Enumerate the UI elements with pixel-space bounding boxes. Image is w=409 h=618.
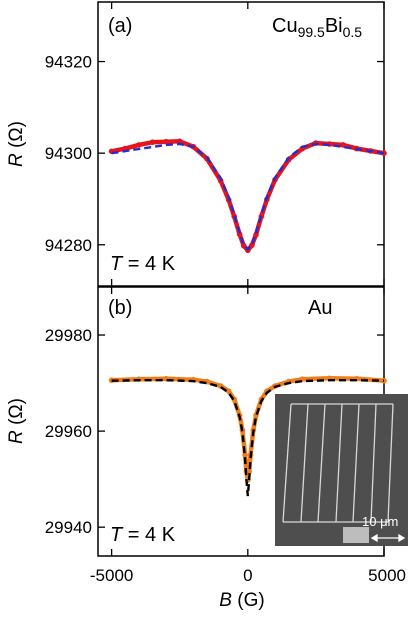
y-tick-label: 29980 [45, 326, 92, 345]
panel-b: 29940 29960 29980 -5000 0 5000 (b) Au T = 4 … [45, 286, 408, 585]
x-axis-var: B [219, 590, 232, 611]
panel-a: 94280 94300 94320 (a) Cu99.5Bi0.5 T = 4 K [45, 1, 387, 287]
panel-b-y-axis-var: R [6, 430, 27, 444]
panel-a-temperature: T = 4 K [110, 253, 176, 275]
panel-a-y-ticks: 94280 94300 94320 [45, 53, 384, 255]
data-point [163, 138, 169, 145]
panel-a-material: Cu99.5Bi0.5 [272, 15, 362, 40]
panel-b-series [108, 375, 387, 497]
panel-b-y-axis-title: R (Ω) [6, 398, 27, 444]
y-tick-label: 94300 [45, 144, 92, 163]
panel-a-series [108, 138, 387, 254]
data-point [236, 231, 243, 237]
material-a-mid: Bi [325, 15, 343, 37]
y-tick-label: 94280 [45, 236, 92, 255]
y-tick-label: 29960 [45, 422, 92, 441]
panel-a-y-axis-title: R (Ω) [6, 121, 27, 167]
panel-b-material: Au [308, 297, 332, 319]
panel-a-temperature-value: = 4 K [122, 253, 175, 275]
x-axis-title: B (G) [219, 590, 264, 611]
panel-b-x-ticks: -5000 0 5000 [90, 287, 406, 585]
x-tick-label: -5000 [90, 566, 133, 585]
panel-b-temperature: T = 4 K [110, 524, 176, 546]
panel-b-temperature-var: T [110, 524, 124, 546]
inset-wire [335, 403, 343, 523]
panel-b-y-ticks: 29940 29960 29980 [45, 326, 384, 537]
inset-scale-bar [370, 533, 406, 543]
inset-wire [317, 403, 326, 523]
y-tick-label: 29940 [45, 518, 92, 537]
fit-curve [111, 379, 385, 497]
x-tick-label: 5000 [368, 566, 406, 585]
inset-wire [387, 403, 394, 523]
data-point [149, 139, 156, 145]
inset-wire [352, 403, 360, 523]
data-point [176, 138, 183, 145]
sem-micrograph-inset: 10 μm [275, 394, 408, 546]
inset-wire-pattern [282, 403, 394, 523]
panel-a-y-axis-var: R [6, 153, 27, 167]
inset-contact-pad [343, 527, 369, 543]
data-point [136, 142, 142, 148]
data-point [246, 468, 252, 475]
panel-a-temperature-var: T [110, 253, 124, 275]
inset-scale-bar-label: 10 μm [362, 514, 398, 529]
x-axis-unit: (G) [232, 590, 265, 611]
panel-b-temperature-value: = 4 K [122, 524, 175, 546]
inset-wire [282, 403, 292, 523]
x-tick-label: 0 [243, 566, 252, 585]
panel-b-y-axis-unit: (Ω) [6, 398, 27, 430]
data-point [253, 231, 259, 238]
inset-scale-bar-arrow-left [370, 533, 378, 543]
material-a-sub1: 99.5 [298, 24, 325, 40]
inset-wire [370, 403, 377, 523]
data-point [225, 388, 232, 395]
material-a-sub2: 0.5 [343, 24, 363, 40]
fit-curve [111, 142, 385, 252]
inset-wire [300, 403, 309, 523]
inset-scale-bar-arrow-right [398, 533, 406, 543]
panel-a-y-axis-unit: (Ω) [6, 121, 27, 153]
y-tick-label: 94320 [45, 53, 92, 72]
panel-b-label: (b) [108, 297, 132, 319]
panel-a-x-ticks [110, 2, 385, 286]
data-point [242, 452, 248, 458]
panel-a-label: (a) [108, 15, 132, 37]
material-a-base: Cu [272, 15, 298, 37]
